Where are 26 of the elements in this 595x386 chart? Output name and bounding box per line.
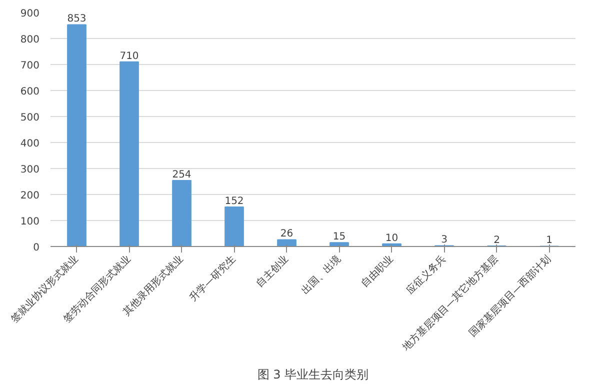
data-label: 2: [494, 234, 500, 246]
data-label: 710: [120, 50, 139, 62]
y-tick-label: 400: [20, 138, 40, 150]
x-tick-label: 出国、出境: [299, 252, 344, 297]
data-label: 3: [441, 234, 448, 246]
y-tick-label: 300: [20, 164, 40, 176]
y-tick-label: 600: [20, 86, 40, 98]
data-label: 152: [224, 196, 244, 207]
data-label: 26: [280, 228, 294, 240]
x-tick-label: 自由职业: [358, 252, 396, 290]
data-label: 254: [172, 169, 192, 180]
data-label: 1: [546, 235, 552, 246]
x-tick-label: 应征义务兵: [404, 252, 448, 297]
data-label: 853: [67, 14, 86, 25]
y-tick-label: 700: [20, 60, 40, 72]
y-tick-label: 100: [20, 216, 40, 228]
y-tick-label: 200: [20, 190, 40, 202]
x-tick-label: 升学—研究生: [187, 252, 238, 304]
y-tick-label: 500: [20, 112, 40, 124]
y-tick-label: 0: [33, 242, 40, 254]
data-label: 15: [332, 232, 346, 243]
y-tick-label: 800: [20, 34, 40, 46]
x-tick-label: 自主创业: [254, 252, 291, 290]
y-tick-label: 900: [20, 8, 40, 20]
data-label: 10: [385, 232, 398, 244]
text: 图 3 毕业生去向类别: [257, 368, 369, 382]
